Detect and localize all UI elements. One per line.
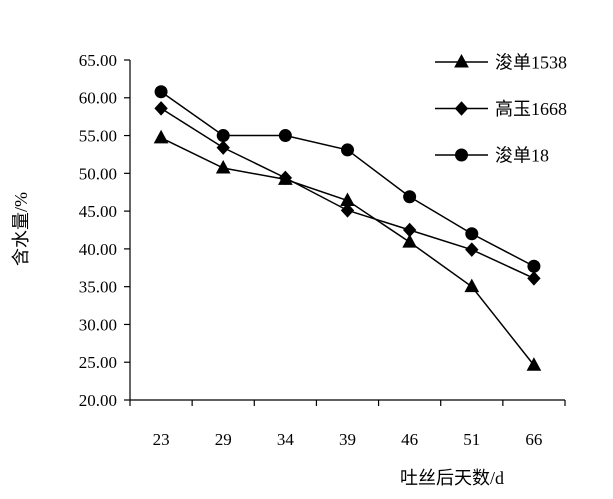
y-tick-label: 60.00: [79, 89, 117, 108]
data-point-circle: [527, 259, 541, 273]
data-point-triangle: [215, 159, 231, 174]
legend-item: 浚单18: [435, 145, 549, 165]
data-point-diamond: [154, 101, 168, 116]
data-point-circle: [216, 129, 230, 143]
y-axis-title: 含水量/%: [11, 192, 31, 266]
x-tick-label: 66: [525, 430, 542, 449]
legend-marker-circle: [455, 148, 468, 162]
x-tick-label: 51: [463, 430, 480, 449]
y-tick-label: 20.00: [79, 391, 117, 410]
y-tick-label: 35.00: [79, 278, 117, 297]
data-point-diamond: [465, 242, 479, 257]
data-point-circle: [465, 227, 479, 241]
data-point-circle: [403, 190, 417, 204]
data-point-triangle: [526, 357, 542, 371]
data-point-diamond: [340, 203, 355, 218]
y-tick-label: 30.00: [79, 315, 117, 334]
axes: 20.00 25.00 30.00 35.00 40.00 45.00 50.00 55.00…: [79, 51, 566, 449]
y-tick-label: 50.00: [79, 164, 117, 183]
data-point-diamond: [278, 170, 293, 186]
y-tick-label: 55.00: [79, 127, 117, 146]
legend-label: 高玉1668: [495, 99, 567, 119]
x-tick-label: 23: [153, 430, 170, 449]
data-point-circle: [278, 129, 292, 143]
y-tick-label: 45.00: [79, 202, 117, 221]
legend-marker-diamond: [454, 101, 469, 116]
series-3: [154, 85, 541, 273]
legend: 浚单1538 高玉1668 浚单18: [435, 52, 567, 165]
data-point-diamond: [402, 222, 417, 238]
data-point-circle: [341, 143, 354, 157]
x-tick-label: 34: [277, 430, 295, 449]
series-layer: [153, 85, 542, 371]
legend-label: 浚单18: [495, 145, 549, 165]
y-tick-label: 25.00: [79, 353, 117, 372]
series-1: [153, 129, 542, 371]
data-point-triangle: [153, 129, 169, 144]
data-point-diamond: [527, 271, 541, 286]
legend-item: 浚单1538: [435, 52, 567, 72]
legend-label: 浚单1538: [495, 52, 567, 72]
data-point-diamond: [216, 140, 230, 155]
x-tick-label: 46: [401, 430, 418, 449]
x-tick-label: 39: [339, 430, 356, 449]
y-tick-label: 40.00: [79, 240, 117, 259]
data-point-triangle: [464, 278, 480, 293]
x-axis-title: 吐丝后天数/d: [400, 468, 504, 488]
data-point-circle: [154, 85, 168, 99]
legend-marker-triangle: [454, 53, 469, 68]
x-tick-label: 29: [215, 430, 232, 449]
data-point-triangle: [402, 234, 417, 248]
series-2: [154, 101, 541, 286]
legend-item: 高玉1668: [435, 99, 567, 119]
y-tick-label: 65.00: [79, 51, 117, 70]
series-line: [160, 91, 535, 267]
